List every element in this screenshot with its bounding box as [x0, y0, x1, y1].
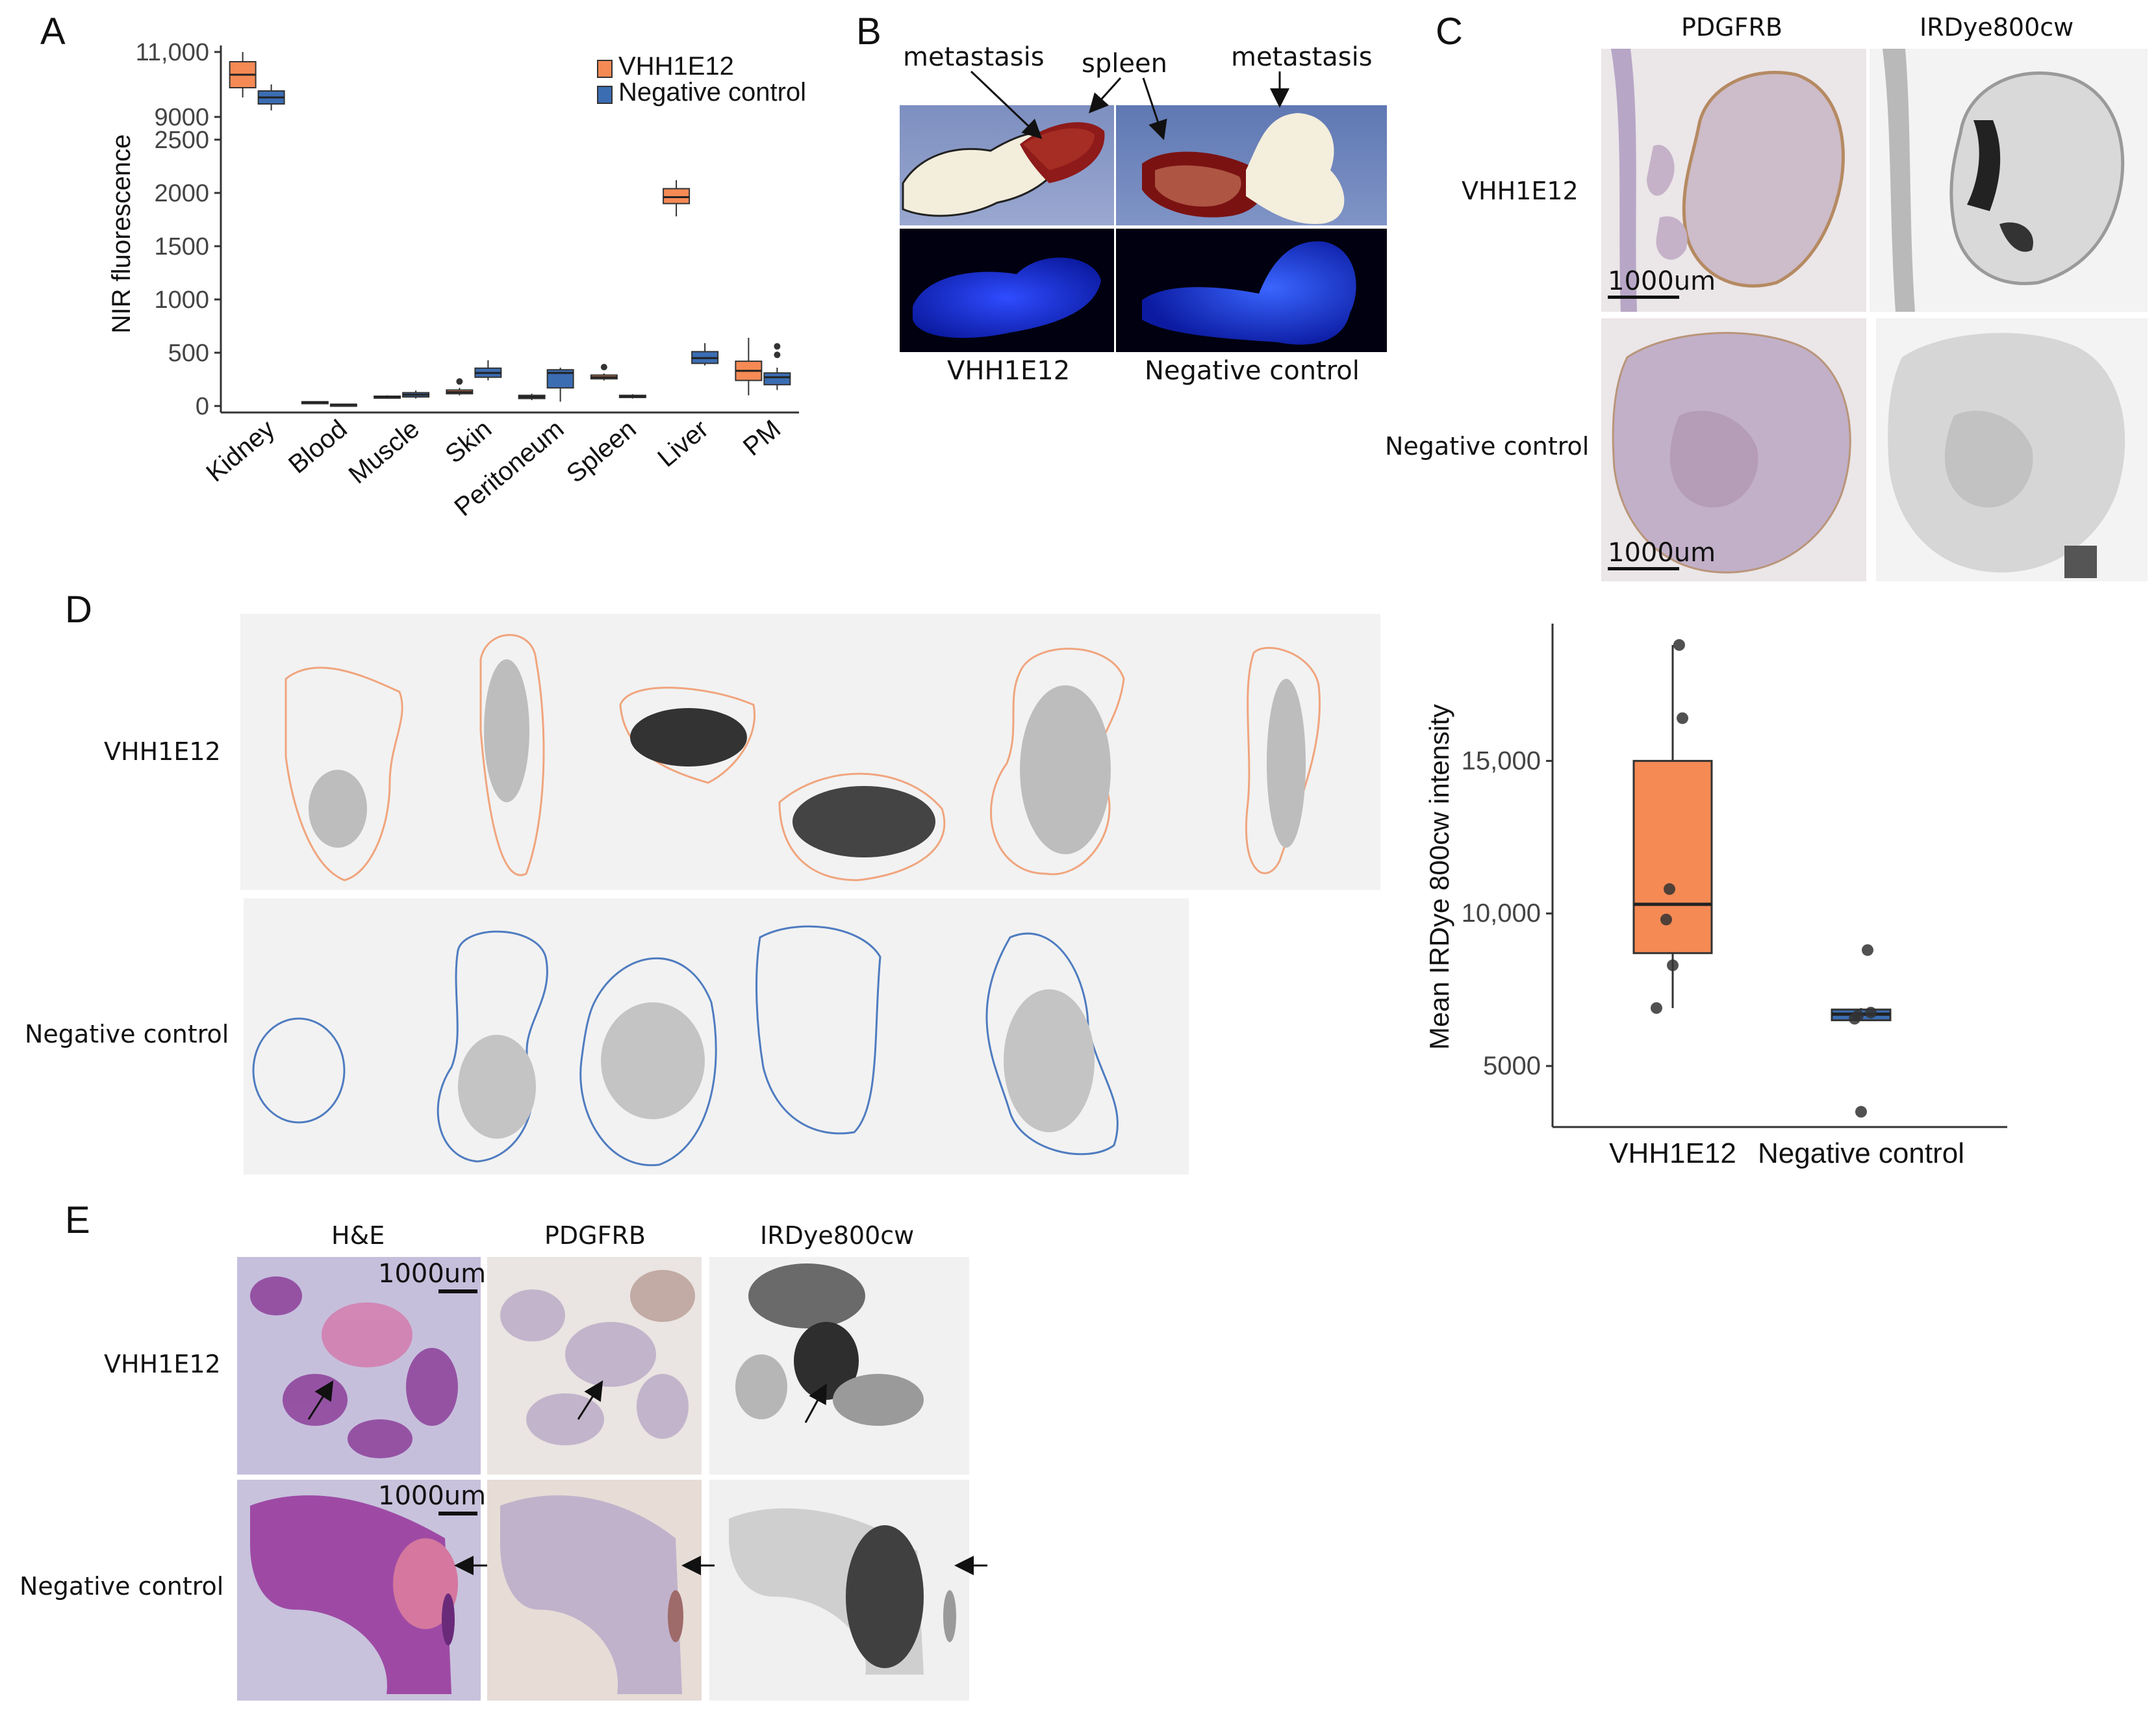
x-tick-label: Spleen	[561, 414, 642, 488]
box	[663, 188, 691, 205]
y-tick-label: 9000	[154, 104, 209, 131]
label-c-irdye: IRDye800cw	[1920, 13, 2074, 42]
outlier-point	[600, 364, 607, 371]
panel-letter-e: E	[65, 1199, 90, 1241]
x-tick-label: Liver	[652, 414, 714, 472]
label-e-pdgfrb: PDGFRB	[544, 1221, 646, 1250]
legend-swatch	[597, 86, 613, 104]
y-tick-label: 500	[168, 340, 209, 367]
box	[1632, 759, 1713, 954]
scale-bar-label-c-top: 1000um	[1608, 266, 1716, 296]
y-tick-label: 2500	[154, 127, 209, 154]
image-c-pdgfrb-vhh	[1601, 49, 1866, 312]
arrows-panel-e	[307, 1380, 987, 1575]
photo-negative-fluorescence	[1116, 229, 1387, 352]
legend-swatch	[597, 60, 613, 78]
scale-bar-label-c-bottom: 1000um	[1608, 538, 1716, 568]
data-point	[1673, 639, 1685, 651]
label-e-he: H&E	[331, 1221, 385, 1250]
annotation-metastasis-right: metastasis	[1231, 42, 1373, 72]
y-tick-label: 0	[196, 393, 209, 420]
y-tick-label: 5000	[1483, 1052, 1541, 1080]
arrows-panel-b	[970, 70, 1289, 140]
chart-d-mean-intensity: 15,000 10,000 5000 Mean IRDye 800cw intensi…	[1424, 624, 2007, 1169]
x-tick-label: Negative control	[1758, 1137, 1964, 1169]
data-point	[1664, 883, 1675, 895]
scale-bar-e-bottom	[438, 1512, 477, 1515]
legend-label: Negative control	[618, 78, 806, 107]
scale-bar-c-top	[1608, 296, 1679, 299]
scale-bar-label-e-bottom: 1000um	[378, 1481, 487, 1511]
box	[763, 372, 791, 386]
photo-vhh-fluorescence	[900, 229, 1114, 352]
outlier-point	[774, 343, 781, 350]
label-e-row-negative: Negative control	[19, 1572, 224, 1601]
x-tick-label: PM	[738, 414, 786, 461]
photo-negative-white-light	[1116, 105, 1387, 225]
label-c-row-vhh: VHH1E12	[1462, 177, 1579, 205]
panel-letter-a: A	[40, 10, 66, 53]
data-point	[1651, 1002, 1662, 1014]
image-e-pdgfrb-negative	[487, 1480, 702, 1701]
y-tick-label: 1500	[154, 233, 209, 260]
label-b-vhh: VHH1E12	[947, 356, 1071, 386]
image-c-pdgfrb-negative	[1601, 318, 1866, 581]
data-point	[1677, 712, 1688, 724]
outlier-point	[456, 378, 463, 385]
data-point	[1849, 1013, 1860, 1025]
x-tick-label: Kidney	[201, 414, 280, 487]
legend-label: VHH1E12	[618, 52, 734, 81]
image-e-pdgfrb-vhh	[487, 1257, 702, 1475]
x-tick-label: Muscle	[344, 414, 425, 489]
data-point	[1660, 913, 1672, 926]
data-point	[1862, 944, 1873, 956]
annotation-spleen: spleen	[1082, 49, 1167, 79]
image-e-he-negative	[237, 1480, 481, 1701]
label-e-row-vhh: VHH1E12	[104, 1350, 221, 1378]
y-tick-label: 15,000	[1462, 746, 1541, 775]
x-tick-label: Blood	[283, 414, 353, 479]
image-c-irdye-negative	[1876, 318, 2148, 581]
image-e-irdye-negative	[709, 1480, 969, 1701]
data-point	[1667, 959, 1679, 972]
y-axis-label: Mean IRDye 800cw intensity	[1424, 704, 1454, 1050]
image-c-irdye-vhh	[1870, 49, 2148, 312]
scale-bar-label-e-top: 1000um	[378, 1259, 487, 1289]
x-tick-label: VHH1E12	[1609, 1137, 1736, 1169]
y-axis-label: NIR fluorescence	[107, 134, 136, 334]
data-point	[1865, 1006, 1877, 1019]
y-tick-label: 2000	[154, 180, 209, 207]
scale-bar-e-top	[438, 1289, 477, 1293]
panel-letter-b: B	[856, 10, 881, 53]
outlier-point	[774, 351, 781, 359]
scale-bar-c-bottom	[1608, 567, 1679, 570]
image-e-irdye-vhh	[709, 1257, 969, 1475]
chart-a-nir-fluorescence: 2500 2000 1500 1000 500 0 11,000 9000 NIR fluore…	[107, 39, 806, 520]
panel-letter-d: D	[65, 589, 92, 631]
image-d-vhh-strip	[240, 614, 1380, 890]
annotation-metastasis-left: metastasis	[903, 42, 1045, 72]
label-d-row-vhh: VHH1E12	[104, 737, 221, 766]
label-d-row-negative: Negative control	[25, 1020, 229, 1048]
panel-letter-c: C	[1436, 10, 1463, 53]
x-tick-label: Skin	[440, 414, 497, 469]
label-e-irdye: IRDye800cw	[760, 1221, 915, 1250]
data-point	[1855, 1106, 1867, 1118]
image-d-negative-strip	[244, 898, 1189, 1174]
y-tick-label: 11,000	[136, 39, 209, 66]
y-tick-label: 10,000	[1462, 899, 1541, 928]
label-c-pdgfrb: PDGFRB	[1681, 13, 1782, 42]
y-tick-label: 1000	[154, 286, 209, 314]
label-c-row-negative: Negative control	[1385, 432, 1590, 461]
label-b-negative: Negative control	[1145, 356, 1360, 386]
